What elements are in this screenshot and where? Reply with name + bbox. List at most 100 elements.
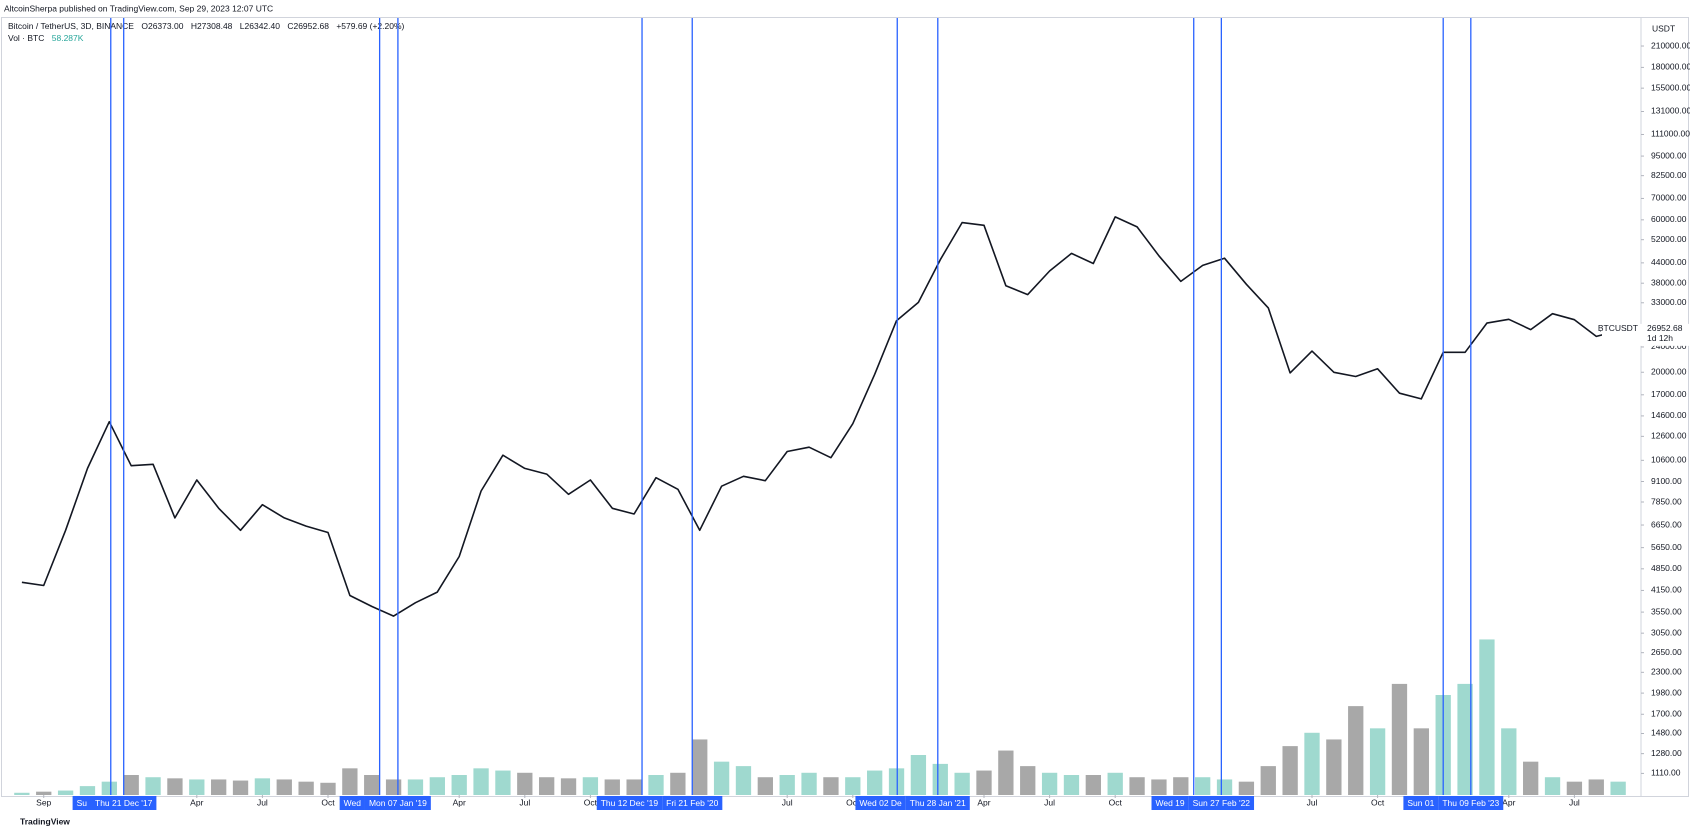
y-tick-label: 1980.00 xyxy=(1651,687,1682,697)
marker-label-text: Thu 21 Dec '17 xyxy=(95,798,153,808)
volume-bar xyxy=(1348,706,1364,795)
volume-bar xyxy=(298,781,314,795)
marker-label-bg xyxy=(1438,796,1504,810)
legend-open: O26373.00 xyxy=(141,21,183,31)
volume-bar xyxy=(1195,777,1211,795)
x-tick-label: Jul xyxy=(782,797,793,807)
marker-label-bg xyxy=(91,796,157,810)
legend-volume: Vol · BTC 58.287K xyxy=(8,33,84,43)
y-tick-label: 1700.00 xyxy=(1651,709,1682,719)
volume-bar xyxy=(1479,639,1495,795)
legend-high: H27308.48 xyxy=(191,21,233,31)
volume-bar xyxy=(123,775,139,795)
volume-bar xyxy=(976,770,992,795)
volume-bar xyxy=(276,779,292,795)
volume-bar xyxy=(1457,683,1473,795)
y-tick-label: 20000.00 xyxy=(1651,367,1687,377)
volume-bar xyxy=(14,792,30,795)
volume-bar xyxy=(1610,781,1626,795)
marker-label-text: Thu 28 Jan '21 xyxy=(910,798,966,808)
y-tick-label: 1280.00 xyxy=(1651,748,1682,758)
volume-bar xyxy=(1391,683,1408,795)
volume-bar xyxy=(101,781,117,795)
volume-bar xyxy=(189,779,205,795)
volume-bar xyxy=(1544,777,1561,795)
x-tick-label: Oct xyxy=(846,797,860,807)
volume-bar xyxy=(407,779,424,795)
volume-bar xyxy=(1129,777,1145,795)
marker-label: Thu 28 Jan '21 xyxy=(905,796,970,810)
volume-bar xyxy=(867,770,883,795)
marker-label-text: Wed 02 De xyxy=(859,798,902,808)
volume-bar xyxy=(342,768,358,795)
marker-label-text: Su xyxy=(77,798,88,808)
volume-bar xyxy=(36,791,52,795)
volume-bar xyxy=(1326,739,1342,795)
volume-bar xyxy=(167,778,183,795)
legend-close: C26952.68 xyxy=(287,21,329,31)
volume-bar xyxy=(626,779,642,795)
y-tick-label: 131000.00 xyxy=(1651,106,1690,116)
marker-label-bg xyxy=(364,796,431,810)
volume-value: 58.287K xyxy=(52,33,84,43)
volume-bar xyxy=(648,775,664,795)
price-line xyxy=(21,216,1619,617)
x-tick-label: Oct xyxy=(1109,797,1123,807)
y-tick-label: 5650.00 xyxy=(1651,542,1682,552)
y-tick-label: 7850.00 xyxy=(1651,496,1682,506)
legend-change: +579.69 (+2.20%) xyxy=(336,21,404,31)
volume-bar xyxy=(670,772,686,795)
x-tick-label: Oct xyxy=(1371,797,1385,807)
marker-label-bg xyxy=(855,796,906,810)
volume-bar xyxy=(1216,779,1233,795)
volume-bar xyxy=(801,772,817,795)
marker-label-text: Wed xyxy=(344,798,362,808)
marker-label-text: Sun 01 xyxy=(1407,798,1434,808)
volume-bar xyxy=(254,778,271,795)
volume-bar xyxy=(954,772,970,795)
last-price-countdown: 1d 12h xyxy=(1647,333,1673,343)
y-tick-label: 12600.00 xyxy=(1651,431,1687,441)
volume-bar xyxy=(1173,777,1189,795)
volume-bar xyxy=(364,775,380,795)
marker-label-text: Mon 07 Jan '19 xyxy=(369,798,427,808)
marker-label: Fri 21 Feb '20 xyxy=(662,796,723,810)
volume-bar xyxy=(1501,728,1517,795)
marker-label: Wed 19 xyxy=(1151,796,1189,810)
y-tick-label: 38000.00 xyxy=(1651,277,1687,287)
volume-bar xyxy=(57,790,74,795)
volume-bar xyxy=(757,777,773,795)
volume-bar xyxy=(1020,766,1036,795)
volume-bar xyxy=(845,777,861,795)
marker-label: Wed 02 De xyxy=(855,796,906,810)
y-tick-label: 14600.00 xyxy=(1651,410,1687,420)
volume-bar xyxy=(582,777,599,795)
volume-bar xyxy=(1282,746,1298,795)
y-tick-label: 44000.00 xyxy=(1651,257,1687,267)
legend-line: Bitcoin / TetherUS, 3D, BINANCE O26373.0… xyxy=(8,21,405,31)
volume-bar xyxy=(1260,766,1276,795)
footer-brand: TradingView xyxy=(20,816,70,826)
volume-bar xyxy=(1523,761,1539,795)
marker-label-bg xyxy=(596,796,663,810)
volume-bar xyxy=(517,772,533,795)
marker-label: Thu 12 Dec '19 xyxy=(596,796,663,810)
y-tick-label: 33000.00 xyxy=(1651,297,1687,307)
marker-label-bg xyxy=(72,796,92,810)
x-tick-label: Apr xyxy=(1502,797,1515,807)
x-tick-label: Apr xyxy=(190,797,203,807)
marker-label: Thu 21 Dec '17 xyxy=(91,796,157,810)
frame xyxy=(1,17,1689,797)
volume-bar xyxy=(604,779,620,795)
y-tick-label: 3050.00 xyxy=(1651,627,1682,637)
y-tick-label: 180000.00 xyxy=(1651,62,1690,72)
volume-bar xyxy=(932,763,948,795)
volume-bar xyxy=(1566,781,1583,795)
x-tick-label: Jul xyxy=(1044,797,1055,807)
volume-bar xyxy=(1151,779,1167,795)
last-price-symbol: BTCUSDT xyxy=(1598,323,1638,333)
y-tick-label: 4150.00 xyxy=(1651,585,1682,595)
y-tick-label: 4850.00 xyxy=(1651,563,1682,573)
volume-bar xyxy=(429,777,445,795)
